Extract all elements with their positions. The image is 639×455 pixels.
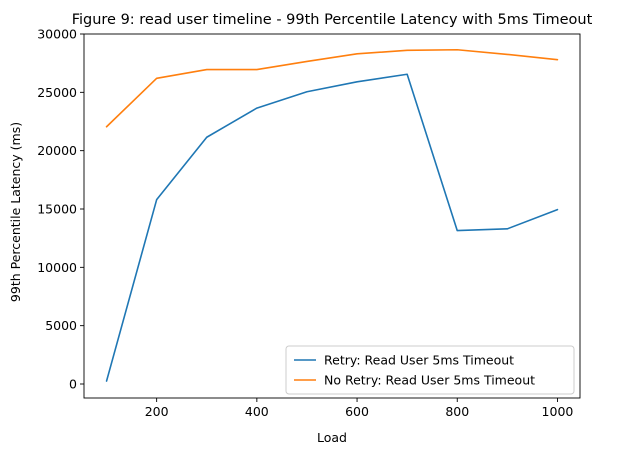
y-tick-label: 25000 bbox=[37, 85, 77, 100]
x-tick-label: 600 bbox=[345, 404, 369, 419]
y-tick-label: 5000 bbox=[45, 318, 77, 333]
x-tick-label: 800 bbox=[445, 404, 469, 419]
y-axis-label: 99th Percentile Latency (ms) bbox=[8, 122, 23, 302]
x-tick-label: 1000 bbox=[542, 404, 574, 419]
y-axis-ticks: 0 5000 10000 15000 20000 25000 30000 bbox=[37, 27, 84, 392]
x-axis-label: Load bbox=[317, 430, 347, 445]
y-tick-label: 15000 bbox=[37, 202, 77, 217]
legend: Retry: Read User 5ms Timeout No Retry: Re… bbox=[285, 345, 575, 395]
plot-area bbox=[83, 33, 581, 399]
legend-label-1: Retry: Read User 5ms Timeout bbox=[324, 353, 514, 368]
chart-title: Figure 9: read user timeline - 99th Perc… bbox=[72, 12, 593, 28]
legend-label-2: No Retry: Read User 5ms Timeout bbox=[324, 373, 535, 388]
y-tick-label: 20000 bbox=[37, 143, 77, 158]
series-line-1 bbox=[105, 73, 559, 382]
series-line-2 bbox=[105, 48, 559, 128]
legend-box bbox=[285, 345, 575, 395]
x-tick-label: 400 bbox=[245, 404, 269, 419]
y-tick-label: 30000 bbox=[37, 27, 77, 42]
x-axis-ticks: 200 400 600 800 1000 bbox=[145, 398, 574, 419]
x-tick-label: 200 bbox=[145, 404, 169, 419]
axes-frame bbox=[83, 33, 581, 399]
y-tick-label: 10000 bbox=[37, 260, 77, 275]
y-tick-label: 0 bbox=[69, 377, 77, 392]
